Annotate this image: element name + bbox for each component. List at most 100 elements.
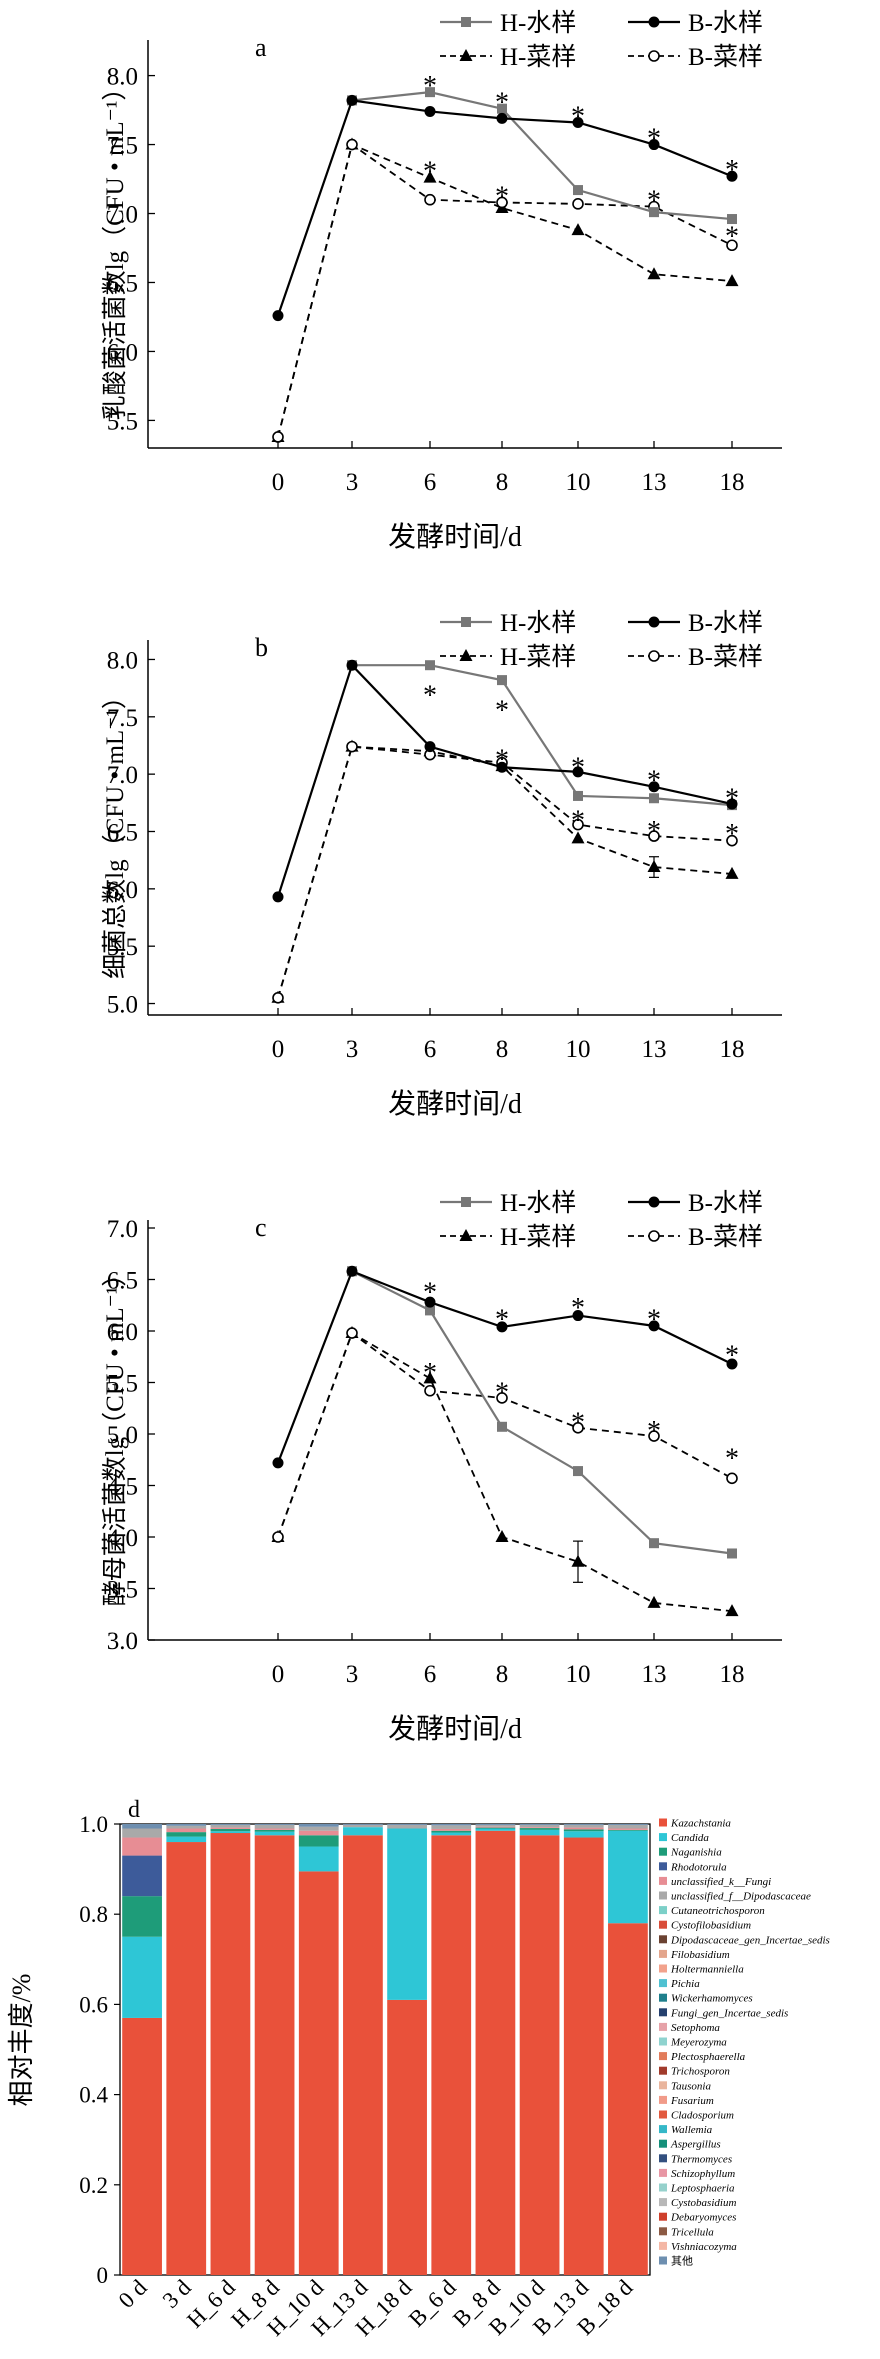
bar-segment-unclassified_f__Dipodascaceae xyxy=(475,1824,516,1827)
significance-asterisk-0: * xyxy=(423,1278,437,1309)
stacked-bar-9 xyxy=(519,1824,560,2275)
marker-open-circle-2 xyxy=(424,193,436,206)
bar-segment-Kazachstania xyxy=(519,1835,560,2275)
legend-label-dashed-triangle: H-菜样 xyxy=(500,1223,576,1251)
bar-segment-Candida xyxy=(254,1831,295,1836)
legend-swatch-17 xyxy=(659,2066,667,2075)
marker-circle-legend xyxy=(648,616,660,628)
bar-segment-Kazachstania xyxy=(122,2017,162,2275)
significance-asterisk-8: * xyxy=(725,819,739,850)
marker-open-circle-6 xyxy=(726,239,738,252)
y-tick-label-5: 1.0 xyxy=(79,1812,108,1837)
series-black-circle xyxy=(272,94,738,322)
marker-circle-6 xyxy=(726,798,738,810)
bar-segment-Candida xyxy=(298,1846,339,1872)
legend-swatch-18 xyxy=(659,2081,667,2090)
plot-frame xyxy=(119,1823,651,2276)
bar-segment-其他 xyxy=(608,1824,648,1825)
y-tick-label-3: 4.5 xyxy=(107,1474,138,1501)
bar-segment-unclassified_f__Dipodascaceae xyxy=(431,1825,472,1829)
bar-segment-Candida xyxy=(431,1832,472,1836)
legend-label-29: Vishniacozyma xyxy=(671,2241,737,2253)
legend-label-26: Cystobasidium xyxy=(671,2197,736,2209)
marker-circle-3 xyxy=(496,761,508,773)
series-line-black-circle xyxy=(276,1269,733,1464)
y-tick-label-3: 0.6 xyxy=(79,1992,108,2017)
bar-segment-Candida xyxy=(122,1936,162,2018)
marker-circle-1 xyxy=(346,1265,358,1277)
marker-open-circle-0 xyxy=(272,991,284,1004)
x-tick-label-0: 0 xyxy=(272,1036,285,1063)
legend-label-7: Cystofilobasidium xyxy=(671,1920,751,1932)
marker-open-circle-1 xyxy=(346,740,358,753)
significance-asterisk-4: * xyxy=(571,1293,585,1324)
bar-segment-unclassified_f__Dipodascaceae xyxy=(387,1824,427,1829)
significance-asterisk-1: * xyxy=(423,157,437,188)
series-line-dashed-open-circle xyxy=(277,1331,733,1538)
y-axis-label: 相对丰度/% xyxy=(7,1974,36,2107)
x-tick-label-3: 8 xyxy=(496,1661,509,1688)
legend-swatch-11 xyxy=(659,1979,667,1988)
significance-asterisk-4: * xyxy=(571,805,585,836)
marker-circle-4 xyxy=(572,766,584,778)
legend-label-6: Cutaneotrichosporon xyxy=(671,1905,765,1917)
bar-segment-Candida xyxy=(166,1836,207,1843)
bar-segment-Naganishia xyxy=(519,1828,560,1830)
x-axis-label: 发酵时间/d xyxy=(388,1713,522,1745)
stacked-bar-7 xyxy=(431,1824,472,2275)
bar-segment-Kazachstania xyxy=(343,1835,383,2275)
bar-segment-其他 xyxy=(298,1824,339,1827)
bar-segment-Naganishia xyxy=(298,1835,339,1847)
marker-circle-5 xyxy=(648,139,660,151)
y-tick-label-2: 0.4 xyxy=(79,2083,108,2108)
legend: H-水样 B-水样 H-菜样 B-菜样 xyxy=(440,1189,763,1251)
marker-square-legend xyxy=(461,17,471,27)
legend-label-10: Holtermanniella xyxy=(670,1964,744,1976)
bar-segment-unclassified_k__Fungi xyxy=(254,1828,295,1830)
bar-segment-Candida xyxy=(343,1827,383,1836)
significance-asterisk-5: * xyxy=(571,1408,585,1439)
series-dashed-open-circle xyxy=(272,1327,738,1543)
marker-circle-legend xyxy=(648,16,660,28)
bar-segment-Naganishia xyxy=(431,1830,472,1833)
x-tick-label-5: 13 xyxy=(642,1036,667,1063)
y-tick-label-2: 6.5 xyxy=(107,270,138,297)
marker-circle-1 xyxy=(346,659,358,671)
significance-asterisk-7: * xyxy=(725,155,739,186)
legend-label-13: Fungi_gen_Incertae_sedis xyxy=(670,2007,788,2019)
significance-asterisk-3: * xyxy=(495,1378,509,1409)
legend: Kazachstania Candida Naganishia Rhodotorula… xyxy=(659,1818,830,2268)
legend-swatch-7 xyxy=(659,1920,667,1929)
marker-triangle-3 xyxy=(495,1530,509,1542)
marker-open-circle-5 xyxy=(648,1430,660,1442)
bar-segment-其他 xyxy=(254,1824,295,1825)
bar-segment-unclassified_k__Fungi xyxy=(519,1827,560,1829)
marker-open-circle-3 xyxy=(496,196,508,209)
y-tick-label-4: 0.8 xyxy=(79,1902,108,1927)
bar-segment-unclassified_k__Fungi xyxy=(563,1827,604,1830)
legend: H-水样 B-水样 H-菜样 B-菜样 xyxy=(440,9,763,71)
marker-open-circle-1 xyxy=(346,1327,358,1339)
x-tick-label-2: H_6 d xyxy=(182,2275,240,2333)
bar-segment-其他 xyxy=(475,1824,516,1825)
marker-square-2 xyxy=(497,675,507,686)
series-black-circle xyxy=(272,659,738,903)
legend-swatch-6 xyxy=(659,1906,667,1915)
marker-open-circle-0 xyxy=(272,431,284,443)
marker-square-4 xyxy=(649,207,659,218)
legend-swatch-0 xyxy=(659,1818,667,1827)
marker-circle-legend xyxy=(648,1196,660,1208)
significance-asterisk-6: * xyxy=(647,816,661,847)
legend-swatch-4 xyxy=(659,1876,667,1885)
marker-circle-0 xyxy=(272,310,284,322)
bar-segment-unclassified_f__Dipodascaceae xyxy=(608,1824,648,1829)
x-tick-label-6: 18 xyxy=(720,469,745,496)
bar-segment-Candida xyxy=(608,1830,648,1924)
marker-triangle-legend xyxy=(459,649,473,661)
marker-square-4 xyxy=(649,1538,659,1549)
legend-label-gray-square: H-水样 xyxy=(500,1189,576,1217)
legend: H-水样 B-水样 H-菜样 B-菜样 xyxy=(440,609,763,671)
bar-segment-Kazachstania xyxy=(210,1833,251,2275)
bar-segment-unclassified_f__Dipodascaceae xyxy=(254,1824,295,1829)
